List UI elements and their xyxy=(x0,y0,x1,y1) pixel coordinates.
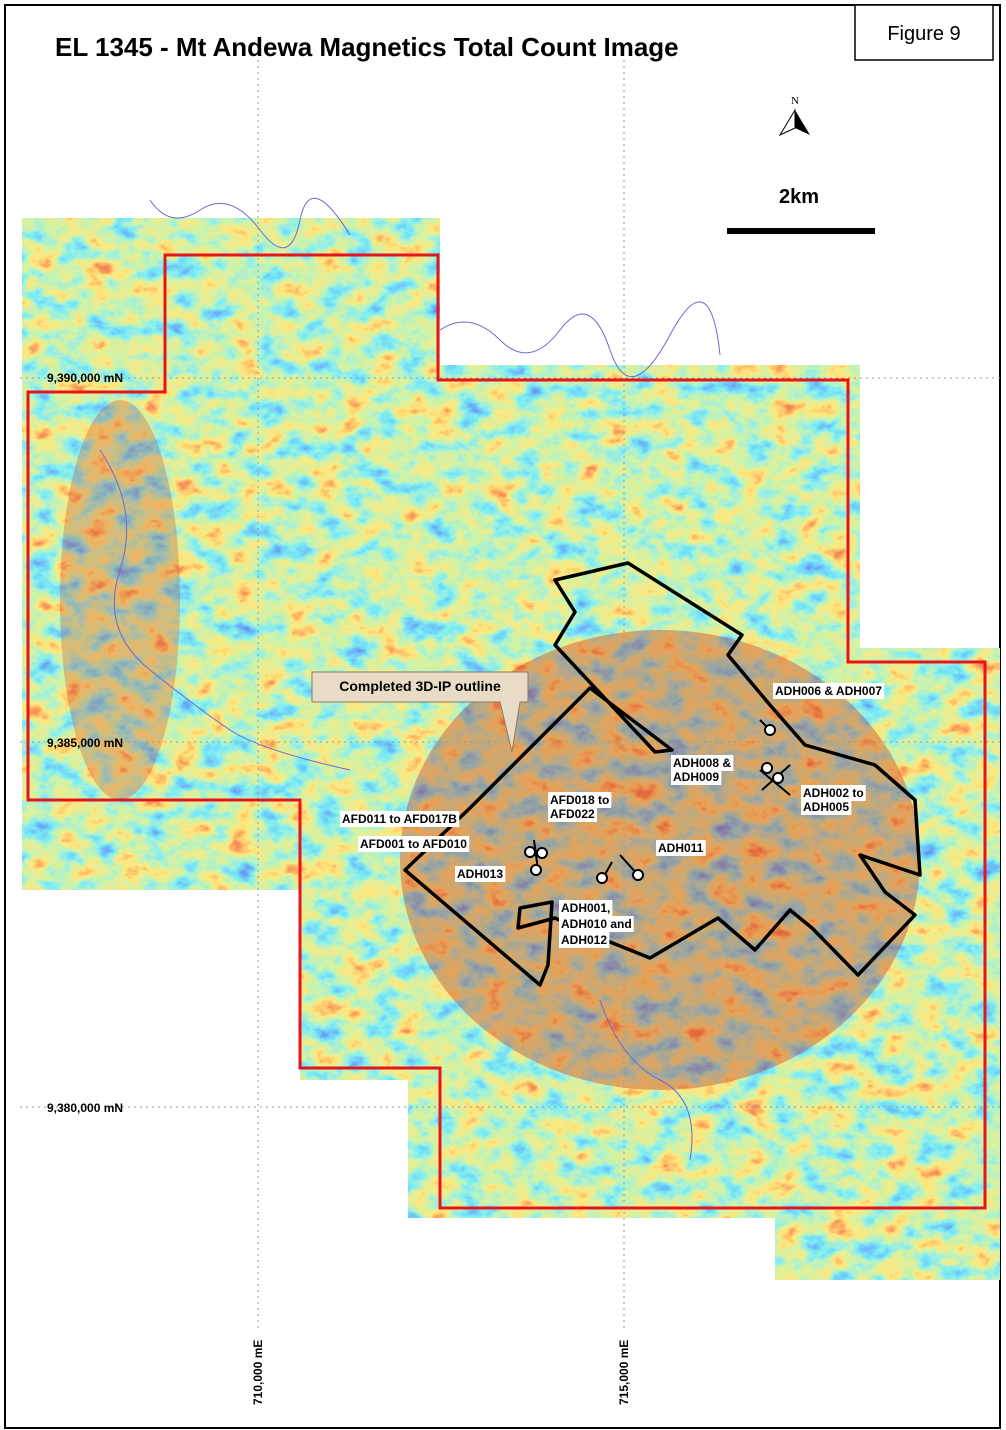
north-label: N xyxy=(791,95,799,107)
drill-label: ADH008 & xyxy=(673,756,731,770)
drill-label: AFD018 to xyxy=(550,793,609,807)
northing-label: 9,380,000 mN xyxy=(47,1101,123,1115)
drill-label: ADH006 & ADH007 xyxy=(775,684,882,698)
northing-label: 9,385,000 mN xyxy=(47,736,123,750)
map: Figure 9 EL 1345 - Mt Andewa Magnetics T… xyxy=(0,0,1006,1430)
title: EL 1345 - Mt Andewa Magnetics Total Coun… xyxy=(55,32,679,62)
drill-label: ADH001, xyxy=(561,901,610,915)
drill-label: ADH009 xyxy=(673,770,719,784)
drill-label: ADH012 xyxy=(561,933,607,947)
scale-bar xyxy=(727,228,875,234)
scale-label: 2km xyxy=(779,186,819,208)
drill-label: ADH005 xyxy=(803,800,849,814)
drill-label: AFD022 xyxy=(550,807,595,821)
easting-label: 710,000 mE xyxy=(251,1340,265,1405)
drill-label: ADH013 xyxy=(457,867,503,881)
figure-label: Figure 9 xyxy=(887,23,960,45)
drill-label: ADH002 to xyxy=(803,786,864,800)
callout-text: Completed 3D-IP outline xyxy=(339,678,501,694)
drill-label: ADH011 xyxy=(658,841,704,855)
drill-label: AFD011 to AFD017B xyxy=(342,812,457,826)
easting-label: 715,000 mE xyxy=(617,1340,631,1405)
northing-label: 9,390,000 mN xyxy=(47,371,123,385)
drill-label: AFD001 to AFD010 xyxy=(360,837,467,851)
drill-label: ADH010 and xyxy=(561,917,632,931)
